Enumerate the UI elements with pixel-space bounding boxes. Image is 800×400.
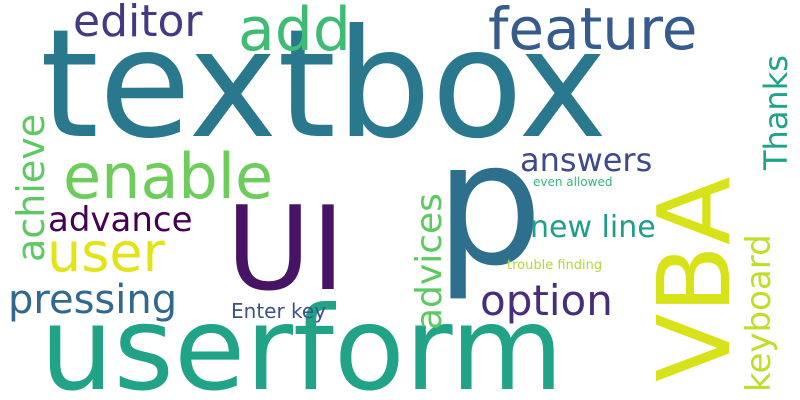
word-even-allowed: even allowed xyxy=(533,175,613,189)
word-textbox: textbox xyxy=(40,0,608,172)
word-achieve: achieve xyxy=(9,113,53,262)
word-user: user xyxy=(47,221,165,284)
word-enter-key: Enter key xyxy=(231,299,327,323)
word-advices: advices xyxy=(409,193,450,330)
word-feature: feature xyxy=(488,0,698,63)
word-p: p xyxy=(435,106,543,304)
word-new-line: new line xyxy=(530,210,656,245)
word-answers: answers xyxy=(520,141,653,179)
word-pressing: pressing xyxy=(8,277,178,323)
word-enable: enable xyxy=(63,140,274,213)
word-trouble-finding: trouble finding xyxy=(507,258,603,273)
word-editor: editor xyxy=(73,0,203,47)
word-keyboard: keyboard xyxy=(739,234,779,392)
word-add: add xyxy=(238,0,351,65)
word-ui: UI xyxy=(226,182,346,317)
word-userform: userform xyxy=(40,282,564,400)
word-advance: advance xyxy=(48,200,193,240)
word-option: option xyxy=(480,276,613,325)
word-vba: VBA xyxy=(636,176,753,382)
word-thanks: Thanks xyxy=(757,55,795,170)
